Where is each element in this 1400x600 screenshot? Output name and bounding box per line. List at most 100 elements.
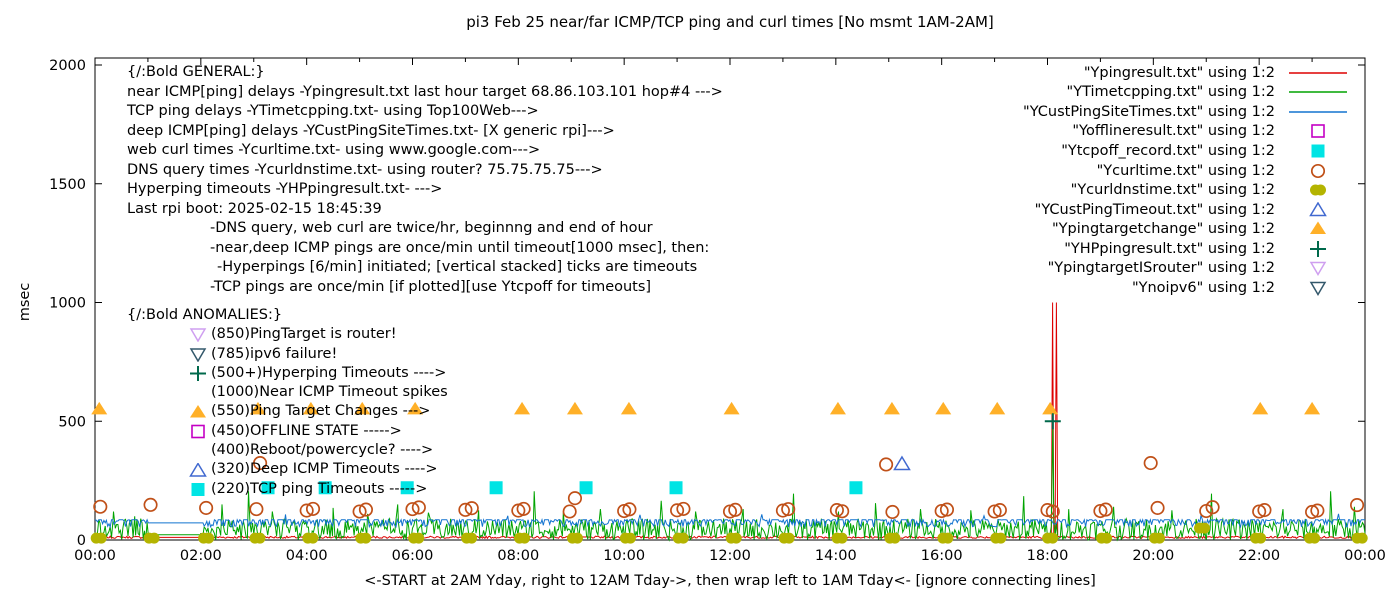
- legend-sample-glyph: [1311, 124, 1325, 139]
- circle-open-marker: [992, 503, 1007, 518]
- square-open-marker: [191, 424, 205, 439]
- circle-open-marker: [1257, 503, 1272, 518]
- anomaly-item-text: (400)Reboot/powercycle? ---->: [211, 442, 434, 459]
- triangle-down-open-marker: [1309, 281, 1327, 296]
- legend-entry-label: "Ycurldnstime.txt" using 1:2: [1070, 182, 1275, 199]
- circle-open-marker: [249, 502, 264, 517]
- x-tick-label: 22:00: [1238, 548, 1280, 564]
- dot-double-marker: [1154, 532, 1166, 544]
- legend-entry-sample: [1285, 163, 1357, 179]
- circle-open-marker: [253, 455, 268, 471]
- general-line: -Hyperpings [6/min] initiated; [vertical…: [217, 259, 698, 276]
- triangle-open-marker: [893, 455, 911, 471]
- circle-open-marker: [728, 502, 743, 517]
- legend-entry-label: "YHPpingresult.txt" using 1:2: [1064, 240, 1275, 257]
- legend-entry-label: "Ypingtargetchange" using 1:2: [1052, 221, 1275, 238]
- dot-double-marker: [519, 532, 531, 544]
- square-filled-marker: [849, 481, 863, 495]
- series-markers-7: [893, 455, 911, 471]
- circle-open-marker: [1350, 498, 1365, 513]
- legend-entry-label: "Ypingresult.txt" using 1:2: [1083, 64, 1275, 81]
- general-line: -TCP pings are once/min [if plotted][use…: [210, 279, 652, 296]
- legend-sample-glyph: [1311, 144, 1325, 158]
- dot-double-marker: [1199, 522, 1211, 534]
- legend-entry-label: "Ytcpoff_record.txt" using 1:2: [1061, 142, 1275, 159]
- circle-open-marker: [1045, 504, 1060, 519]
- legend-entry-label: "Ycurltime.txt" using 1:2: [1096, 162, 1275, 179]
- general-line: DNS query times -Ycurldnstime.txt- using…: [127, 161, 603, 178]
- square-filled-marker: [318, 481, 332, 495]
- triangle-open-icon-glyph: [189, 461, 207, 477]
- triangle-down-open-icon-glyph: [189, 347, 207, 363]
- legend-entry: "YTimetcpping.txt" using 1:2: [1023, 83, 1357, 103]
- no-marker: [189, 385, 207, 400]
- circle-open-marker: [464, 501, 479, 516]
- triangle-filled-marker: [514, 401, 531, 415]
- y-tick-label: 0: [77, 533, 86, 549]
- general-line: near ICMP[ping] delays -Ypingresult.txt …: [127, 83, 723, 100]
- triangle-open-icon: [189, 461, 207, 478]
- anomaly-item: (1000)Near ICMP Timeout spikes: [127, 383, 448, 402]
- circle-open-marker: [835, 504, 850, 519]
- dot-double-marker: [730, 532, 742, 544]
- legend-entry-sample: [1285, 240, 1357, 257]
- legend-sample-glyph: [1310, 221, 1326, 235]
- anomaly-item-text: (1000)Near ICMP Timeout spikes: [211, 384, 448, 401]
- triangle-open-marker: [189, 461, 207, 477]
- triangle-filled-marker: [566, 401, 583, 415]
- triangle-filled-marker: [354, 401, 371, 415]
- general-annotation-block: {/:Bold GENERAL:} near ICMP[ping] delays…: [127, 63, 723, 298]
- triangle-down-open-marker: [189, 347, 207, 363]
- circle-open-marker: [676, 501, 691, 516]
- anomaly-item-text: (550)Ping Target Changes --->: [211, 403, 431, 420]
- dot-double-marker: [307, 532, 319, 544]
- circle-open-marker: [199, 500, 214, 515]
- square-filled-marker: [261, 481, 275, 495]
- legend-entry-sample: [1285, 84, 1357, 100]
- dot-double-marker: [95, 532, 107, 544]
- x-tick-label: 20:00: [1132, 548, 1174, 564]
- general-line: -DNS query, web curl are twice/hr, begin…: [210, 220, 653, 237]
- legend-entry-label: "YCustPingTimeout.txt" using 1:2: [1034, 201, 1275, 218]
- general-line: deep ICMP[ping] delays -YCustPingSiteTim…: [127, 122, 615, 139]
- anomaly-item: (850)PingTarget is router!: [127, 325, 448, 344]
- legend-entry-label: "YpingtargetISrouter" using 1:2: [1047, 260, 1275, 277]
- triangle-filled-marker: [1252, 401, 1269, 415]
- circle-open-marker: [1305, 504, 1320, 520]
- series-markers-4: [261, 481, 863, 495]
- circle-open-marker: [885, 504, 900, 520]
- x-tick-label: 06:00: [392, 548, 434, 564]
- dot-double-marker: [677, 532, 689, 544]
- legend-entry: "YpingtargetISrouter" using 1:2: [1023, 258, 1357, 278]
- legend-entry-sample: [1285, 182, 1357, 198]
- dot-double-marker: [148, 532, 160, 544]
- legend-entry: "Yofflineresult.txt" using 1:2: [1023, 122, 1357, 142]
- legend-entry-sample: [1285, 143, 1357, 159]
- triangle-filled-marker: [883, 401, 900, 415]
- x-tick-label: 02:00: [180, 548, 222, 564]
- anomaly-item-text: (220)TCP ping Timeouts ----->: [211, 480, 428, 497]
- triangle-filled-marker: [91, 401, 108, 415]
- series-markers-9: [1044, 413, 1061, 430]
- circle-open-marker: [934, 503, 949, 519]
- dot-double-marker: [571, 532, 583, 544]
- circle-open-marker: [93, 499, 108, 514]
- triangle-filled-marker: [620, 401, 637, 415]
- triangle-filled-marker: [190, 404, 206, 418]
- triangle-filled-marker: [1042, 401, 1059, 415]
- plus-icon-glyph: [190, 365, 206, 382]
- y-axis-label: msec: [17, 282, 33, 322]
- legend-entry: "YHPpingresult.txt" using 1:2: [1023, 239, 1357, 259]
- x-tick-label: 10:00: [603, 548, 645, 564]
- x-tick-label: 16:00: [921, 548, 963, 564]
- legend-entry-sample: [1285, 104, 1357, 120]
- legend-sample-glyph: [1289, 91, 1347, 94]
- circle-open-marker: [299, 503, 314, 518]
- legend-entry-sample: [1285, 221, 1357, 237]
- dot-double-marker: [466, 532, 478, 544]
- dot-double-marker: [783, 532, 795, 544]
- circle-open-marker: [781, 502, 796, 517]
- triangle-filled-marker: [1310, 221, 1326, 235]
